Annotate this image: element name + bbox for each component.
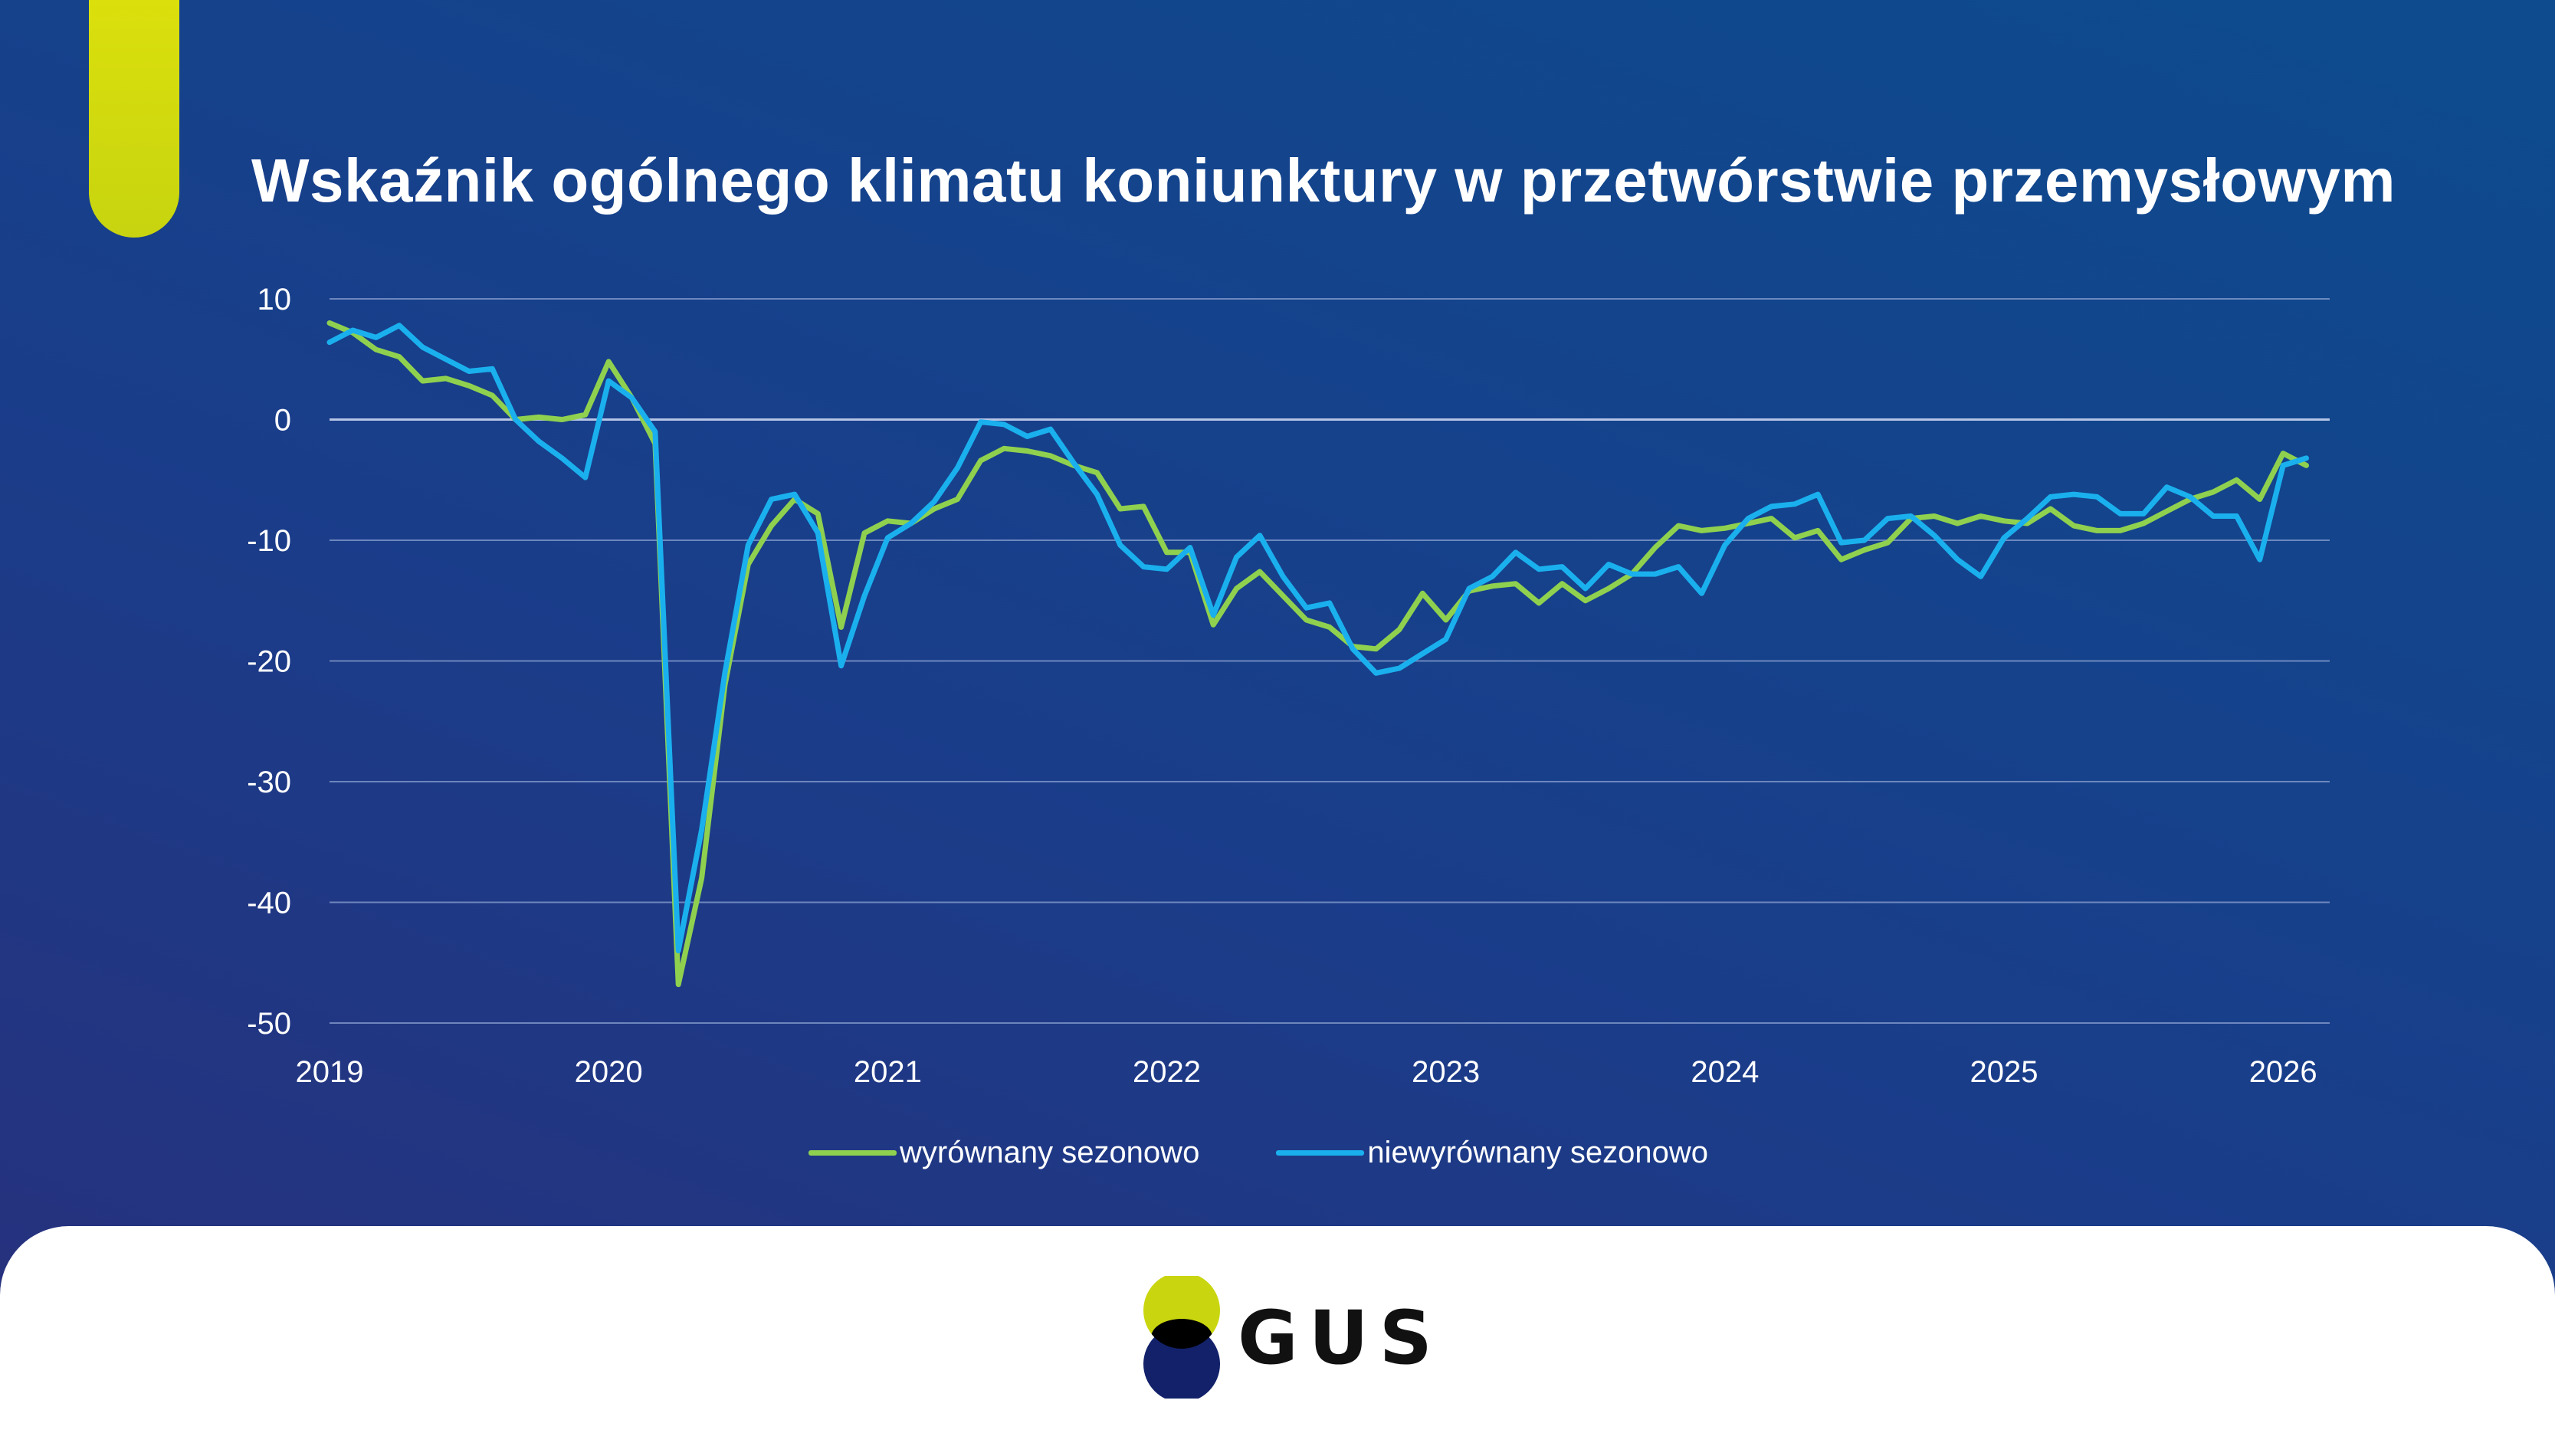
x-tick-label: 2024 xyxy=(1691,1055,1759,1089)
legend-item-nsa: niewyrównany sezonowo xyxy=(1276,1136,1708,1170)
legend-swatch-nsa xyxy=(1276,1150,1365,1156)
x-tick-label: 2023 xyxy=(1412,1055,1480,1089)
logo-text: GUS xyxy=(1238,1295,1443,1381)
legend-label-sa: wyrównany sezonowo xyxy=(900,1136,1200,1169)
x-tick-label: 2021 xyxy=(854,1055,922,1089)
y-tick-label: 10 xyxy=(257,283,292,316)
x-tick-label: 2026 xyxy=(2249,1055,2317,1089)
legend-item-sa: wyrównany sezonowo xyxy=(808,1136,1199,1170)
series-line-sa xyxy=(326,320,2309,988)
legend-label-nsa: niewyrównany sezonowo xyxy=(1367,1136,1708,1169)
y-tick-label: -20 xyxy=(247,645,291,679)
x-tick-label: 2022 xyxy=(1133,1055,1201,1089)
accent-pill-decoration xyxy=(89,0,179,238)
x-tick-label: 2020 xyxy=(575,1055,643,1089)
y-tick-label: -40 xyxy=(247,887,291,920)
x-tick-label: 2019 xyxy=(296,1055,364,1089)
x-tick-label: 2025 xyxy=(1970,1055,2038,1089)
y-tick-label: -10 xyxy=(247,524,291,558)
gus-logo-icon xyxy=(1143,1276,1220,1399)
series-line-nsa xyxy=(326,323,2309,953)
y-tick-label: -30 xyxy=(247,766,291,799)
chart-title: Wskaźnik ogólnego klimatu koniunktury w … xyxy=(251,146,2396,215)
y-tick-label: -50 xyxy=(247,1007,291,1041)
footer-panel xyxy=(0,1226,2555,1456)
legend-swatch-sa xyxy=(808,1150,897,1156)
y-tick-label: 0 xyxy=(274,404,291,438)
chart-legend: wyrównany sezonowo niewyrównany sezonowo xyxy=(808,1136,1785,1170)
